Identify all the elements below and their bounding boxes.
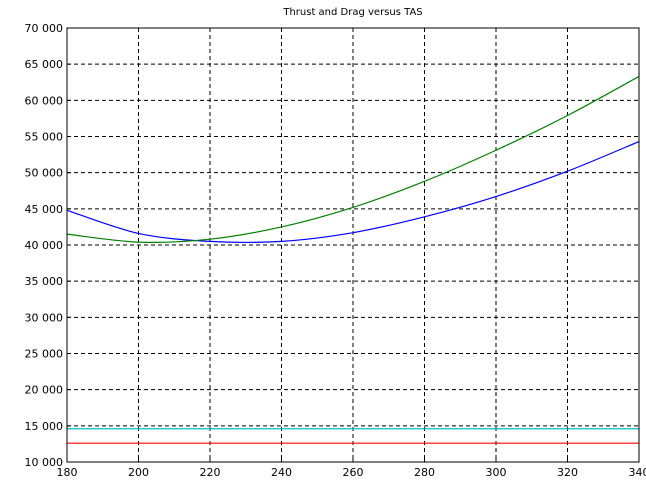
grid [67,28,639,462]
y-tick-label: 20 000 [25,384,64,397]
x-tick-label: 300 [486,466,507,479]
y-tick-label: 35 000 [25,275,64,288]
x-tick-label: 220 [200,466,221,479]
y-tick-label: 15 000 [25,420,64,433]
y-tick-label: 30 000 [25,311,64,324]
x-tick-label: 280 [414,466,435,479]
x-tick-label: 260 [343,466,364,479]
x-tick-label: 180 [57,466,78,479]
series-line-1 [66,141,640,244]
x-tick-label: 240 [271,466,292,479]
y-tick-label: 70 000 [25,22,64,35]
series-group [66,75,640,444]
y-tick-label: 10 000 [25,456,64,469]
chart-title: Thrust and Drag versus TAS [282,7,422,18]
x-tick-label: 200 [128,466,149,479]
y-tick-labels: 10 000 15 000 20 000 25 000 30 000 35 000 40 0… [25,22,64,469]
series-line-2 [66,75,640,243]
y-tick-label: 60 000 [25,94,64,107]
y-tick-label: 65 000 [25,58,64,71]
x-tick-label: 320 [557,466,578,479]
y-tick-label: 50 000 [25,167,64,180]
axes [66,27,640,463]
plot-frame [66,27,640,463]
y-tick-label: 25 000 [25,348,64,361]
y-tick-label: 40 000 [25,239,64,252]
x-tick-label: 340 [629,466,646,479]
x-tick-labels: 180 200 220 240 260 280 300 320 340 [57,466,646,479]
y-tick-label: 45 000 [25,203,64,216]
y-tick-label: 55 000 [25,131,64,144]
